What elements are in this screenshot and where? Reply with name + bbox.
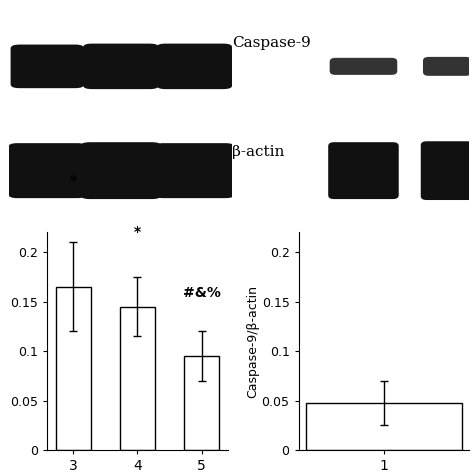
FancyBboxPatch shape	[83, 44, 159, 89]
FancyBboxPatch shape	[328, 142, 399, 199]
Text: Caspase-9: Caspase-9	[232, 36, 311, 50]
Text: β-actin: β-actin	[232, 145, 285, 159]
Y-axis label: Caspase-9/β-actin: Caspase-9/β-actin	[246, 285, 259, 398]
Bar	[184, 356, 219, 450]
Text: *: *	[70, 173, 77, 188]
Bar	[306, 403, 462, 450]
FancyBboxPatch shape	[330, 58, 397, 75]
Bar	[120, 307, 155, 450]
FancyBboxPatch shape	[156, 44, 232, 89]
FancyBboxPatch shape	[423, 57, 472, 76]
FancyBboxPatch shape	[9, 143, 86, 198]
Text: *: *	[134, 225, 141, 239]
FancyBboxPatch shape	[10, 45, 84, 88]
FancyBboxPatch shape	[81, 142, 161, 199]
FancyBboxPatch shape	[154, 143, 235, 198]
Text: #&%: #&%	[183, 286, 220, 300]
FancyBboxPatch shape	[421, 141, 474, 200]
Bar	[55, 287, 91, 450]
